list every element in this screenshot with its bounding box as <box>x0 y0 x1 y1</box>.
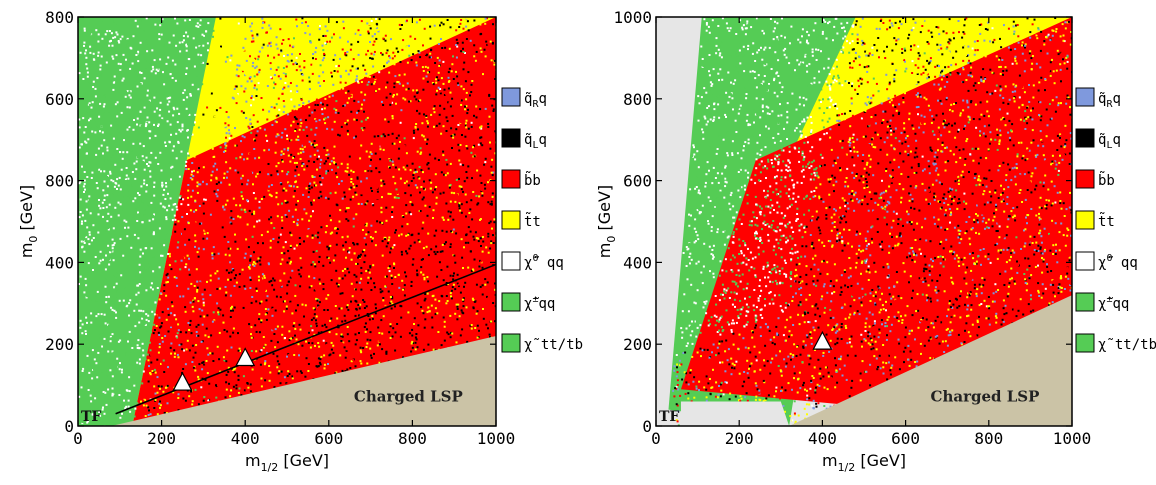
plot-area <box>656 17 1072 426</box>
y-axis-label: m0 [GeV] <box>595 185 618 258</box>
legend-entry: q̃Lq <box>1098 132 1121 151</box>
x-tick-label: 400 <box>808 429 837 448</box>
benchmark-triangle <box>172 371 193 391</box>
x-tick-label: 200 <box>147 429 176 448</box>
charged-lsp-label: Charged LSP <box>931 387 1040 405</box>
benchmark-triangle <box>812 330 833 350</box>
legend-swatch <box>1075 169 1095 189</box>
tf-label: TF <box>659 409 679 425</box>
x-axis-label: m1/2 [GeV] <box>822 451 906 474</box>
x-axis-label: m1/2 [GeV] <box>245 451 329 474</box>
x-tick-label: 0 <box>73 429 83 448</box>
x-tick-label: 600 <box>891 429 920 448</box>
sbottom-region <box>132 17 496 426</box>
plot-area <box>78 17 496 426</box>
benchmark-triangle <box>235 347 256 367</box>
y-tick-label: 400 <box>45 253 74 272</box>
legend-swatch <box>1075 251 1095 271</box>
legend-swatch <box>1075 87 1095 107</box>
legend-entry: t̃t <box>524 212 541 230</box>
charged-lsp-region <box>789 295 1072 426</box>
y-tick-label: 200 <box>45 335 74 354</box>
legend: q̃Rq q̃Lq b̃b t̃t χ̃0 qq χ̃±qq χ̃ tt/tb <box>1075 87 1156 353</box>
left-panel: Charged LSP TF 00 200 200 400 400 600 800 800 600 1… <box>17 8 583 474</box>
y-tick-label: 0 <box>642 417 652 436</box>
legend-entry: q̃Lq <box>524 132 547 151</box>
x-tick-label: 400 <box>231 429 260 448</box>
x-tick-label: 600 <box>314 429 343 448</box>
y-tick-label: 1000 <box>613 8 652 27</box>
legend-swatch <box>501 292 521 312</box>
legend: q̃Rq q̃Lq b̃b t̃t χ̃0 qq χ̃±qq χ̃ tt/tb <box>501 87 583 353</box>
legend-entry: χ̃ tt/tb <box>1098 337 1156 353</box>
legend-swatch <box>501 251 521 271</box>
tf-label: TF <box>81 409 101 425</box>
legend-entry: b̃b <box>1098 171 1115 189</box>
x-tick-label: 200 <box>725 429 754 448</box>
scatter-points <box>78 17 496 426</box>
y-tick-label: 800 <box>45 172 74 191</box>
right-panel: Charged LSP TF 00 200 200 400 400 600 600 800 800 1… <box>595 8 1156 474</box>
legend-swatch <box>1075 128 1095 148</box>
charged-lsp-label: Charged LSP <box>354 387 463 405</box>
y-tick-label: 400 <box>623 253 652 272</box>
legend-swatch <box>501 87 521 107</box>
charged-lsp-region <box>111 336 496 426</box>
x-tick-label: 1000 <box>1053 429 1092 448</box>
legend-swatch <box>501 128 521 148</box>
x-tick-label: 800 <box>974 429 1003 448</box>
legend-entry: q̃Rq <box>1098 91 1121 110</box>
legend-swatch <box>501 210 521 230</box>
legend-entry: χ̃ tt/tb <box>524 337 583 353</box>
y-tick-label: 200 <box>623 335 652 354</box>
legend-entry: χ̃0 qq <box>1098 253 1138 271</box>
legend-entry: χ̃0 qq <box>524 253 564 271</box>
legend-entry: q̃Rq <box>524 91 547 110</box>
x-tick-label: 0 <box>651 429 661 448</box>
plot-frame <box>655 16 1073 427</box>
y-axis-label: m0 [GeV] <box>17 185 40 258</box>
excluded-corner <box>680 401 790 426</box>
legend-swatch <box>1075 333 1095 353</box>
y-tick-label: 800 <box>45 8 74 27</box>
legend-entry: χ̃±qq <box>524 294 555 312</box>
legend-swatch <box>1075 292 1095 312</box>
scatter-points <box>671 17 1072 426</box>
plot-frame <box>77 16 497 427</box>
y-tick-label: 800 <box>623 90 652 109</box>
legend-entry: b̃b <box>524 171 541 189</box>
x-tick-label: 1000 <box>477 429 516 448</box>
legend-swatch <box>501 333 521 353</box>
legend-swatch <box>501 169 521 189</box>
legend-entry: χ̃±qq <box>1098 294 1129 312</box>
legend-entry: t̃t <box>1098 212 1115 230</box>
x-tick-label: 800 <box>398 429 427 448</box>
legend-swatch <box>1075 210 1095 230</box>
y-tick-label: 600 <box>45 90 74 109</box>
y-tick-label: 0 <box>64 417 74 436</box>
y-tick-label: 600 <box>623 172 652 191</box>
